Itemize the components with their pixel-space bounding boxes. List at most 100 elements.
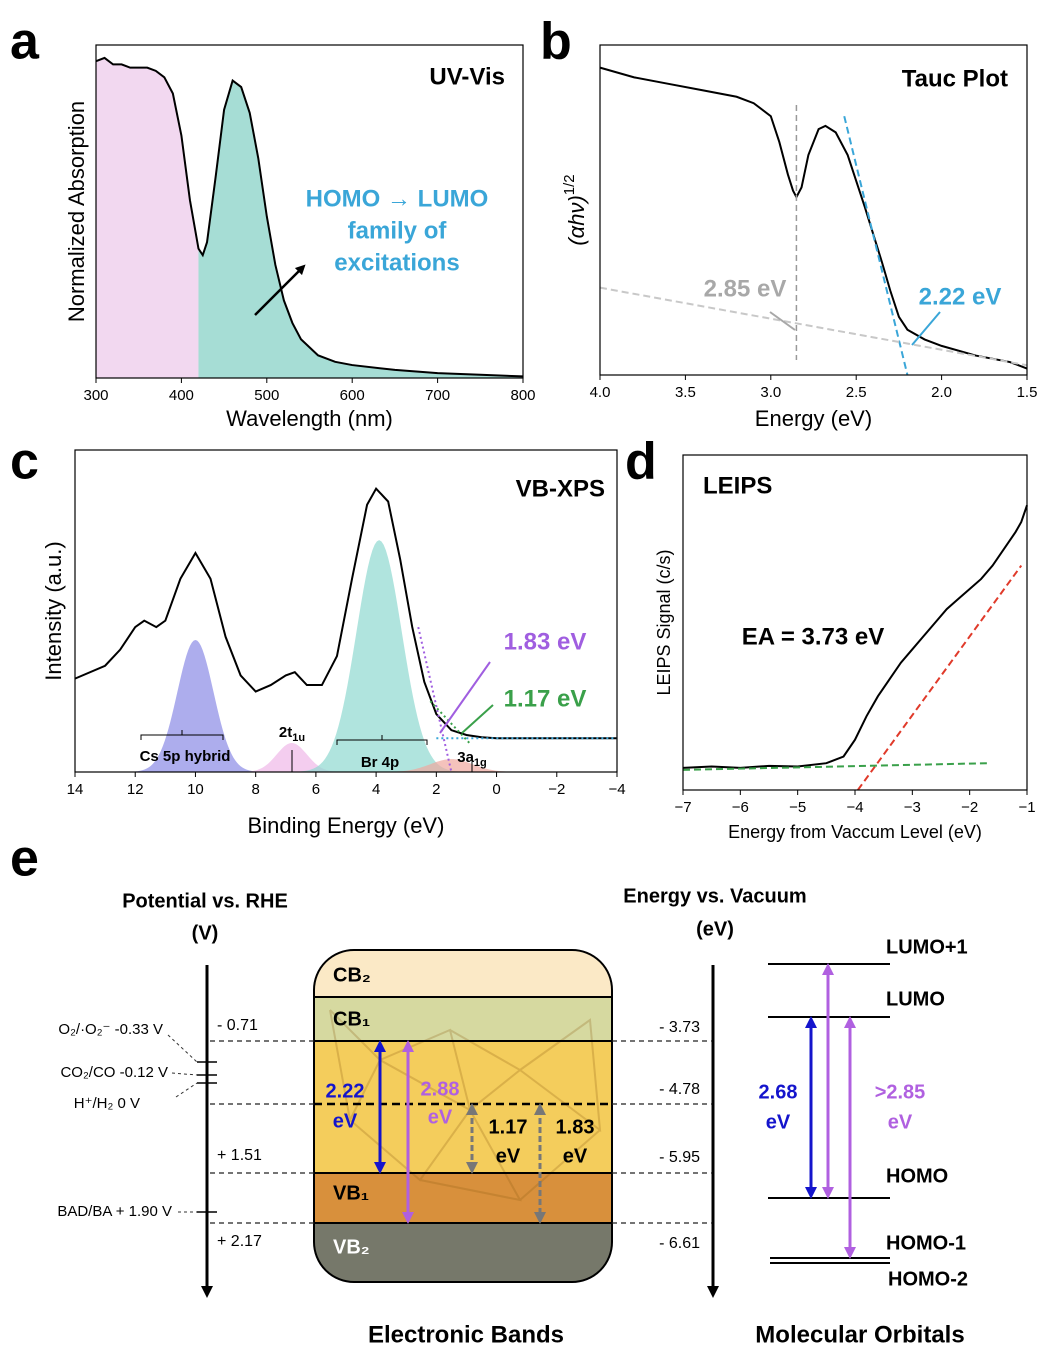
chart-title: UV-Vis xyxy=(429,63,505,90)
gap-label: 1.83 xyxy=(556,1116,595,1138)
gap-label: 2.88 xyxy=(421,1078,460,1100)
x-tick-label: −2 xyxy=(548,781,565,798)
x-tick-label: 800 xyxy=(510,387,535,404)
band-label: VB₂ xyxy=(333,1236,370,1258)
component-label-text: Cs 5p hybrid xyxy=(140,748,231,765)
component-label: 3a1g xyxy=(457,749,487,769)
gap-label: eV xyxy=(428,1106,453,1128)
level-label: + 2.17 xyxy=(217,1233,262,1250)
orbital-label: HOMO xyxy=(886,1165,948,1187)
axis-header: (V) xyxy=(192,922,219,944)
panel-letter: b xyxy=(540,13,572,71)
orbital-label: LUMO+1 xyxy=(886,936,968,958)
x-tick-label: −4 xyxy=(608,781,625,798)
fit-line xyxy=(599,286,1028,367)
x-tick-label: 600 xyxy=(340,387,365,404)
x-tick-label: 4 xyxy=(372,781,380,798)
component-label: 2t1u xyxy=(279,724,305,744)
crystal-art xyxy=(329,1009,602,1202)
reference-label: BAD/BA + 1.90 V xyxy=(57,1203,172,1220)
x-tick-label: 2.5 xyxy=(846,384,867,401)
gap-label: eV xyxy=(766,1111,791,1133)
band-label: CB₁ xyxy=(333,1008,370,1030)
component-label-text: 2t xyxy=(279,724,292,741)
reference-leaders xyxy=(167,1034,198,1213)
x-tick-label: −7 xyxy=(674,799,691,816)
y-axis-label-text: (αhν) xyxy=(564,195,589,245)
gap-label: eV xyxy=(563,1145,588,1167)
component-peak xyxy=(367,759,536,772)
axis-header: Energy vs. Vacuum xyxy=(623,885,806,907)
orbital-label: HOMO-2 xyxy=(888,1268,968,1290)
x-axis-label: Energy (eV) xyxy=(755,406,872,431)
x-tick-label: 1.5 xyxy=(1017,384,1038,401)
x-tick-label: −1 xyxy=(1018,799,1035,816)
x-tick-label: 2.0 xyxy=(931,384,952,401)
component-label-sub: 1u xyxy=(292,732,305,744)
panel-letter: a xyxy=(10,13,40,71)
panel-a: a UV-Vis Wavelength (nm) Normalized Absorpt… xyxy=(10,13,536,431)
y-axis-label-text: Normalized Absorption xyxy=(64,101,89,322)
y-axis-label-text: LEIPS Signal (c/s) xyxy=(654,549,674,695)
plot-frame xyxy=(74,449,618,773)
x-tick-label: 300 xyxy=(83,387,108,404)
onset-label: 2.22 eV xyxy=(919,283,1002,310)
y-axis-label-sup: 1/2 xyxy=(561,174,578,195)
component-peak xyxy=(288,540,470,772)
y-axis-label: (αhν)1/2 xyxy=(561,174,589,245)
annotation-arrow xyxy=(254,264,306,316)
onset-pointer xyxy=(911,311,941,346)
level-label: - 0.71 xyxy=(217,1017,258,1034)
fit-line xyxy=(429,700,471,744)
charts: a UV-Vis Wavelength (nm) Normalized Absorpt… xyxy=(10,13,1037,842)
plot-frame xyxy=(682,454,1028,791)
onset-pointer xyxy=(461,704,494,734)
x-tick-label: 700 xyxy=(425,387,450,404)
line xyxy=(599,66,1028,370)
y-axis-label: LEIPS Signal (c/s) xyxy=(654,549,674,695)
x-tick-label: 400 xyxy=(169,387,194,404)
x-tick-label: 12 xyxy=(127,781,144,798)
band-label: CB₂ xyxy=(333,964,371,986)
x-tick-label: 3.0 xyxy=(760,384,781,401)
gap-label: 2.22 xyxy=(326,1080,365,1102)
chart-title: Tauc Plot xyxy=(902,65,1008,92)
x-axis-label: Binding Energy (eV) xyxy=(248,813,445,838)
x-tick-label: 0 xyxy=(492,781,500,798)
panel-letter: e xyxy=(10,830,39,888)
band xyxy=(314,997,612,1041)
x-tick-label: 10 xyxy=(187,781,204,798)
level-label: - 5.95 xyxy=(659,1149,700,1166)
annotation: EA = 3.73 eV xyxy=(742,623,885,650)
onset-label: 1.17 eV xyxy=(504,685,587,712)
fit-line xyxy=(843,115,909,376)
bracket xyxy=(336,735,428,745)
line xyxy=(682,504,1028,769)
x-tick-label: 8 xyxy=(251,781,259,798)
bracket xyxy=(140,730,224,740)
band-box-outline xyxy=(313,949,613,1283)
component-label: Cs 5p hybrid xyxy=(140,748,231,765)
plot-frame xyxy=(95,44,524,379)
component-label-sub: 1g xyxy=(474,757,487,769)
chart-title: VB-XPS xyxy=(516,475,605,502)
component-label: Br 4p xyxy=(361,754,399,771)
fit-line xyxy=(682,762,987,771)
onset-label: 2.85 eV xyxy=(704,275,787,302)
gap-label: eV xyxy=(333,1110,358,1132)
x-tick-label: 6 xyxy=(312,781,320,798)
gap-label: 1.17 xyxy=(489,1116,528,1138)
component-peak xyxy=(123,639,268,772)
panel-letter: d xyxy=(625,433,657,491)
line xyxy=(95,56,524,378)
x-axis-label: Energy from Vaccum Level (eV) xyxy=(728,822,982,842)
gap-label: eV xyxy=(496,1145,521,1167)
band xyxy=(314,1041,612,1173)
reference-label: CO₂/CO -0.12 V xyxy=(60,1064,168,1081)
component-label-text: 3a xyxy=(457,749,474,766)
fit-line xyxy=(857,564,1023,791)
band xyxy=(314,1223,612,1282)
x-tick-label: −2 xyxy=(961,799,978,816)
x-tick-label: −3 xyxy=(904,799,921,816)
